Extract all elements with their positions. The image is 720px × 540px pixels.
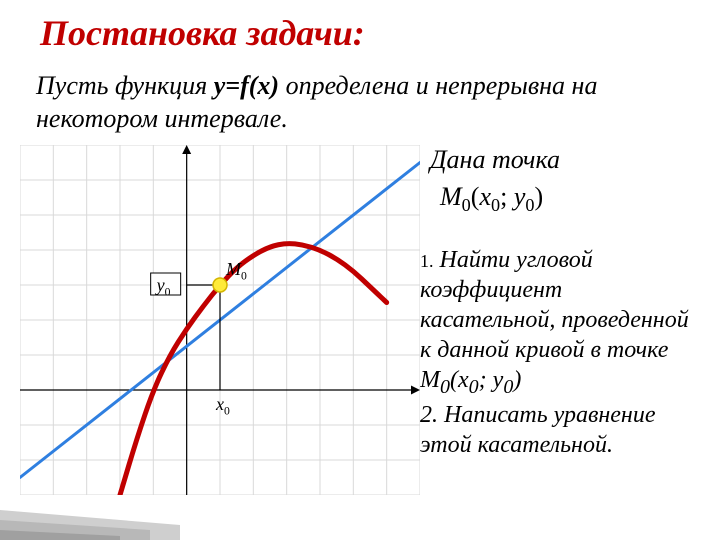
- formula-M: M: [440, 182, 462, 211]
- formula2-M: M: [420, 367, 440, 393]
- formula2-y-sub: 0: [503, 376, 513, 398]
- formula2-close: ): [513, 367, 521, 393]
- graph-svg: M0y0x0: [20, 145, 420, 495]
- formula-x-sub: 0: [491, 195, 500, 215]
- formula-y: y: [514, 182, 526, 211]
- x-axis-arrow: [411, 386, 420, 395]
- tasks-block: 1. Найти угловой коэффициент касательной…: [420, 245, 700, 460]
- formula2-x-sub: 0: [469, 376, 479, 398]
- intro-function: у=f(x): [214, 71, 279, 100]
- wedge-layer-1: [0, 510, 180, 540]
- formula2-x: x: [458, 367, 469, 393]
- wedge-layer-2: [0, 520, 150, 540]
- formula2-sep: ;: [479, 367, 493, 393]
- task1-text: Найти угловой коэффициент касательной, п…: [420, 247, 689, 363]
- point-formula-inline: M0(x0; y0): [420, 367, 521, 393]
- intro-text: Пусть функция у=f(x) определена и непрер…: [36, 70, 696, 135]
- intro-prefix: Пусть функция: [36, 71, 214, 100]
- point-formula-top: M0(x0; y0): [440, 182, 543, 216]
- formula2-M-sub: 0: [440, 376, 450, 398]
- task2-text: 2. Написать уравнение этой касательной.: [420, 402, 656, 458]
- task1-number: 1.: [420, 251, 434, 271]
- given-label: Дана точка: [430, 145, 560, 175]
- tangent-point: [213, 278, 227, 292]
- formula-M-sub: 0: [462, 195, 471, 215]
- formula-x: x: [479, 182, 491, 211]
- page-title: Постановка задачи:: [40, 12, 365, 54]
- formula-sep: ;: [500, 182, 514, 211]
- wedge-layer-3: [0, 530, 120, 540]
- label-x0: x0: [215, 394, 230, 418]
- formula2-y: y: [493, 367, 504, 393]
- formula2-open: (: [450, 367, 458, 393]
- y-axis-arrow: [182, 145, 191, 154]
- formula-close: ): [534, 182, 543, 211]
